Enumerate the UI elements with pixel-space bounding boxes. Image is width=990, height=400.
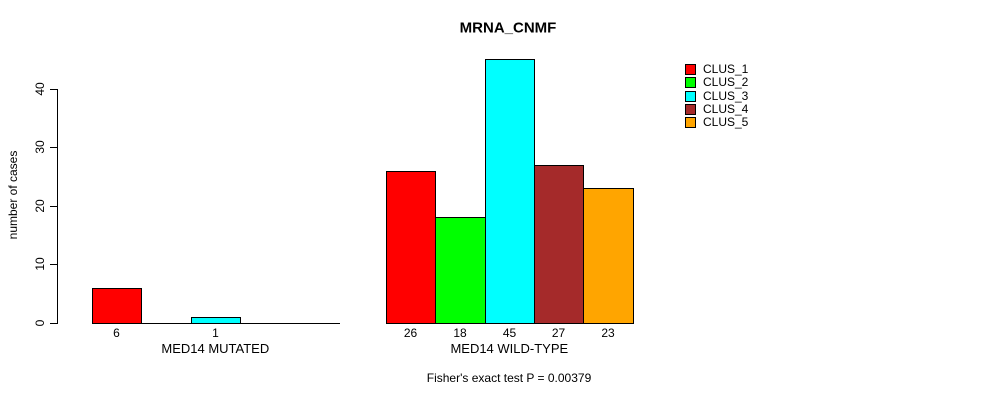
legend-label-CLUS_5: CLUS_5 xyxy=(703,115,749,129)
legend-swatch-CLUS_2 xyxy=(685,77,696,88)
y-tick xyxy=(50,323,57,324)
bar-CLUS_4 xyxy=(534,165,584,324)
legend-swatch-CLUS_4 xyxy=(685,104,696,115)
y-tick-label: 40 xyxy=(33,82,47,96)
y-axis-line xyxy=(57,89,58,324)
stat-test-caption: Fisher's exact test P = 0.00379 xyxy=(426,371,592,385)
y-tick xyxy=(50,264,57,265)
bar-value-label: 27 xyxy=(551,326,566,340)
bar-value-label: 23 xyxy=(601,326,615,340)
bar-CLUS_2-zero xyxy=(141,323,192,324)
bar-value-label: 6 xyxy=(113,326,120,340)
legend-label-CLUS_4: CLUS_4 xyxy=(703,102,749,116)
y-tick xyxy=(50,206,57,207)
legend-swatch-CLUS_1 xyxy=(685,64,696,75)
bar-CLUS_3 xyxy=(191,317,241,324)
y-tick-label: 20 xyxy=(33,199,47,213)
y-tick-label: 30 xyxy=(33,140,47,154)
chart-title: MRNA_CNMF xyxy=(459,19,557,37)
bar-value-label: 1 xyxy=(212,326,219,340)
y-tick xyxy=(50,89,57,90)
bar-value-label: 26 xyxy=(403,326,418,340)
legend-label-CLUS_3: CLUS_3 xyxy=(703,89,749,103)
bar-CLUS_1 xyxy=(92,288,142,324)
y-tick-label: 0 xyxy=(33,319,47,327)
bar-CLUS_5-zero xyxy=(289,323,340,324)
y-axis-label: number of cases xyxy=(6,150,20,240)
bar-value-label: 45 xyxy=(502,326,517,340)
y-tick xyxy=(50,147,57,148)
bar-value-label: 18 xyxy=(453,326,467,340)
group-label: MED14 MUTATED xyxy=(161,341,270,356)
y-tick-label: 10 xyxy=(33,257,47,271)
legend-label-CLUS_2: CLUS_2 xyxy=(703,75,749,89)
group-label: MED14 WILD-TYPE xyxy=(450,341,569,356)
bar-CLUS_3 xyxy=(485,59,535,324)
legend-label-CLUS_1: CLUS_1 xyxy=(703,62,749,76)
legend-swatch-CLUS_5 xyxy=(685,117,696,128)
legend-swatch-CLUS_3 xyxy=(685,91,696,102)
bar-CLUS_5 xyxy=(583,188,634,324)
bar-CLUS_2 xyxy=(435,217,486,324)
bar-CLUS_1 xyxy=(386,171,436,324)
bar-CLUS_4-zero xyxy=(240,323,290,324)
